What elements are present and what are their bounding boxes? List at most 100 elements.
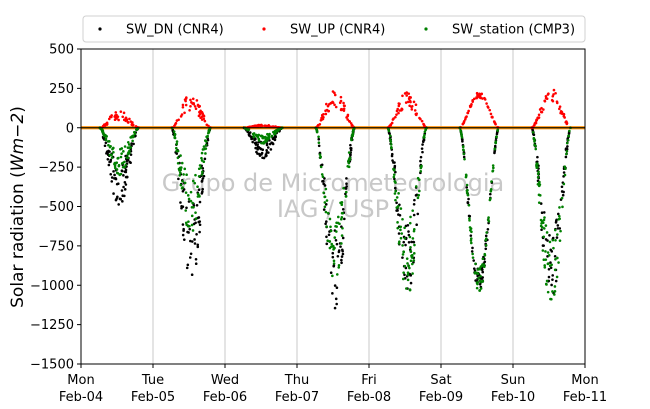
data-point (179, 201, 182, 204)
data-point (473, 97, 476, 101)
data-point (121, 165, 125, 169)
data-point (196, 245, 200, 249)
data-point (127, 146, 131, 149)
data-point (325, 235, 328, 239)
data-point (557, 261, 560, 264)
data-point (346, 113, 350, 117)
data-point (402, 240, 406, 244)
data-point (191, 229, 195, 232)
data-point (349, 146, 353, 150)
data-point (342, 109, 346, 112)
data-point (107, 149, 110, 153)
data-point (246, 130, 250, 134)
data-point (192, 205, 195, 209)
data-point (540, 211, 544, 214)
data-point (104, 137, 108, 141)
x-tick-date: Feb-05 (131, 390, 175, 405)
data-point (172, 130, 176, 133)
data-point (320, 173, 324, 176)
data-point (329, 271, 333, 275)
data-point (120, 189, 124, 192)
data-point (553, 285, 557, 288)
data-point (407, 230, 410, 233)
data-point (193, 238, 196, 241)
data-point (331, 251, 335, 255)
data-point (246, 128, 250, 132)
data-point (191, 179, 195, 183)
data-point (395, 209, 398, 212)
data-point (114, 111, 118, 114)
data-point (187, 197, 191, 201)
data-point (484, 247, 488, 251)
x-tick-date: Feb-07 (275, 390, 319, 405)
data-point (400, 232, 404, 235)
legend-label: SW_DN (CNR4) (126, 23, 224, 38)
data-point (410, 108, 414, 111)
data-point (535, 118, 539, 122)
data-point (540, 106, 543, 110)
data-point (262, 156, 266, 160)
data-point (319, 156, 322, 159)
data-points (98, 88, 572, 310)
data-point (322, 208, 326, 211)
data-point (394, 115, 397, 119)
data-point (539, 202, 543, 205)
data-point (533, 140, 536, 143)
data-point (496, 128, 500, 132)
data-point (325, 102, 328, 106)
data-point (180, 186, 184, 190)
data-point (203, 139, 207, 142)
data-point (561, 193, 565, 197)
data-point (466, 111, 470, 115)
data-point (405, 94, 409, 97)
data-point (395, 196, 399, 199)
data-point (340, 203, 344, 206)
data-point (404, 224, 408, 228)
data-point (550, 283, 553, 287)
data-point (481, 270, 485, 274)
data-point (395, 109, 399, 113)
data-point (262, 135, 265, 139)
data-point (189, 190, 193, 194)
data-point (551, 274, 554, 277)
data-point (394, 189, 397, 193)
data-point (467, 214, 471, 218)
data-point (551, 238, 555, 242)
data-point (407, 92, 411, 95)
data-point (123, 145, 127, 148)
data-point (120, 152, 123, 155)
data-point (419, 117, 422, 121)
data-point (253, 124, 256, 128)
data-point (331, 244, 335, 248)
data-point (409, 259, 413, 263)
legend-box (82, 15, 586, 43)
data-point (488, 108, 492, 112)
data-point (409, 215, 412, 219)
data-point (391, 159, 394, 162)
data-point (332, 259, 336, 263)
data-point (485, 102, 488, 105)
data-point (543, 99, 546, 103)
data-point (203, 119, 207, 123)
data-point (465, 186, 469, 189)
data-point (204, 143, 208, 147)
data-point (389, 140, 393, 143)
data-point (558, 105, 562, 108)
data-point (342, 107, 346, 111)
data-point (397, 213, 400, 216)
data-point (181, 223, 185, 226)
data-point (462, 152, 466, 156)
data-point (340, 261, 343, 265)
data-point (545, 279, 549, 283)
data-point (122, 174, 125, 177)
data-point (183, 167, 187, 171)
data-point (189, 239, 192, 243)
data-point (109, 158, 113, 162)
data-point (481, 257, 485, 261)
data-point (340, 258, 343, 262)
data-point (120, 169, 124, 173)
data-point (267, 123, 271, 127)
data-point (408, 288, 412, 292)
y-tick-label: −250 (38, 161, 74, 176)
x-tick-date: Feb-04 (59, 390, 103, 405)
